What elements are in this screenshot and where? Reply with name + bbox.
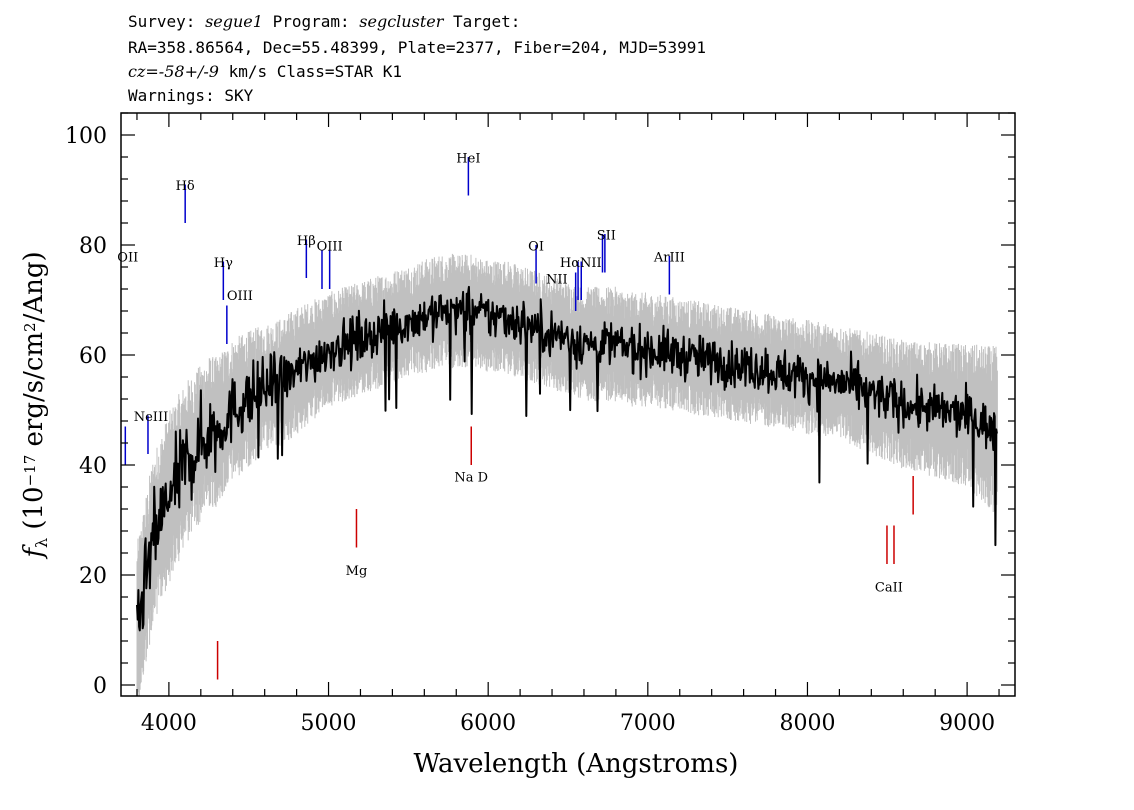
ylabel-exp2: 2 bbox=[21, 322, 39, 332]
emission-label: OI bbox=[528, 240, 544, 255]
emission-label: Hγ bbox=[214, 256, 233, 271]
cz-value: -58+/-9 bbox=[158, 62, 219, 81]
survey-label: Survey: bbox=[128, 12, 196, 31]
x-tick-label: 9000 bbox=[939, 711, 995, 736]
emission-label: OII bbox=[117, 251, 138, 266]
ylabel-mid: erg/s/cm bbox=[19, 332, 49, 455]
header-line-2: RA=358.86564, Dec=55.48399, Plate=2377, … bbox=[128, 38, 706, 57]
y-axis-title: fλ (10−17 erg/s/cm2/Ang) bbox=[19, 251, 51, 559]
class-text: Class=STAR K1 bbox=[276, 62, 402, 81]
flux-layer bbox=[136, 285, 998, 632]
absorption-label: Na D bbox=[454, 471, 488, 486]
error-envelope bbox=[136, 253, 998, 696]
error-envelope-layer bbox=[136, 253, 998, 696]
survey-name: segue1 bbox=[205, 12, 263, 31]
x-tick-label: 5000 bbox=[301, 711, 357, 736]
y-tick-label: 80 bbox=[79, 234, 107, 259]
ylabel-sub: λ bbox=[32, 538, 51, 548]
y-tick-label: 0 bbox=[93, 674, 107, 699]
x-tick-label: 6000 bbox=[460, 711, 516, 736]
emission-label: Hδ bbox=[176, 179, 195, 194]
y-tick-label: 40 bbox=[79, 454, 107, 479]
flux-line bbox=[136, 285, 998, 632]
header-line-1: Survey: segue1 Program: segcluster Targe… bbox=[128, 12, 520, 31]
emission-label: ArIII bbox=[653, 251, 685, 266]
x-tick-label: 4000 bbox=[141, 711, 197, 736]
ylabel-exp1: −17 bbox=[21, 455, 39, 487]
emission-label: HαNII bbox=[560, 256, 602, 271]
emission-label: OIII bbox=[227, 289, 253, 304]
ylabel-pre: (10 bbox=[19, 486, 49, 538]
program-label: Program: bbox=[272, 12, 350, 31]
y-tick-label: 60 bbox=[79, 344, 107, 369]
ylabel-post: /Ang) bbox=[19, 251, 49, 322]
emission-label: Hβ bbox=[297, 234, 316, 249]
x-axis-title: Wavelength (Angstroms) bbox=[414, 749, 739, 779]
cz-label: cz= bbox=[128, 62, 159, 81]
target-label: Target: bbox=[453, 12, 521, 31]
program-name: segcluster bbox=[359, 12, 444, 31]
cz-units: km/s bbox=[228, 62, 268, 81]
absorption-label: CaII bbox=[875, 581, 903, 596]
header-line-4: Warnings: SKY bbox=[128, 86, 254, 105]
x-tick-label: 8000 bbox=[779, 711, 835, 736]
absorption-label: Mg bbox=[346, 564, 368, 579]
plot-frame bbox=[120, 112, 1016, 697]
emission-label: NII bbox=[546, 273, 568, 288]
y-tick-label: 20 bbox=[79, 564, 107, 589]
emission-label: HeI bbox=[456, 152, 480, 167]
y-tick-label: 100 bbox=[65, 124, 107, 149]
emission-label: SII bbox=[597, 229, 616, 244]
emission-label: OIII bbox=[317, 240, 343, 255]
axes-layer bbox=[120, 112, 1016, 697]
header-line-3: cz=-58+/-9 km/s Class=STAR K1 bbox=[128, 62, 402, 81]
axis-labels-layer: 4000 5000 6000 7000 8000 9000 0 20 40 60 80 100 Wave… bbox=[19, 124, 995, 779]
emission-label: NeIII bbox=[134, 410, 168, 425]
x-tick-label: 7000 bbox=[620, 711, 676, 736]
